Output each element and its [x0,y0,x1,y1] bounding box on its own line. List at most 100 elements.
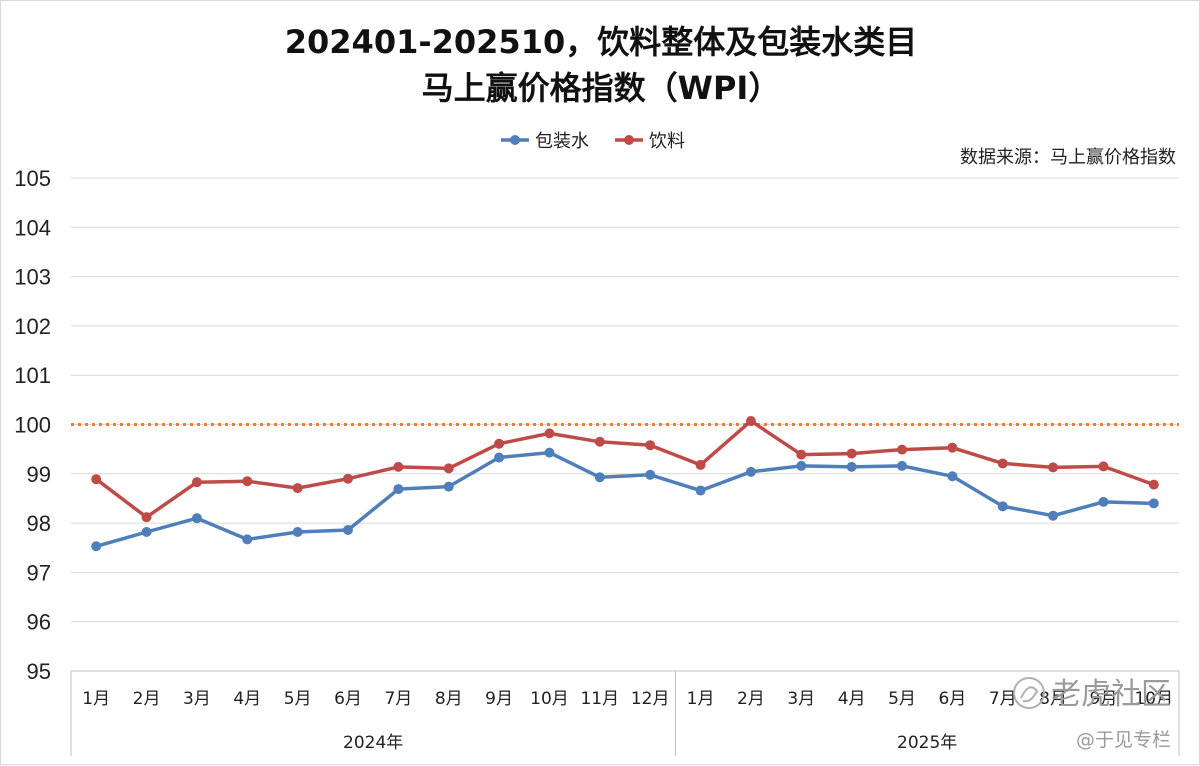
year-group-label: 2025年 [897,733,957,753]
data-point [796,460,807,471]
data-point [1148,498,1159,509]
data-point [191,513,202,524]
y-tick-label: 102 [14,314,51,339]
data-point [745,416,756,427]
data-point [796,449,807,460]
x-tick-label: 4月 [233,689,261,709]
data-point [897,444,907,455]
x-tick-label: 5月 [284,689,312,709]
data-point [897,460,907,471]
data-point [846,448,857,459]
data-point [494,452,505,463]
watermark-community: 老虎社区 [1051,677,1171,712]
data-point [947,471,958,482]
data-point [91,474,102,485]
x-tick-label: 2月 [737,689,765,709]
data-point [494,438,505,449]
y-tick-label: 100 [14,413,51,438]
data-point [997,501,1008,512]
legend-label: 饮料 [649,131,685,152]
data-point [846,461,857,472]
y-tick-label: 96 [27,610,51,635]
data-point [443,481,454,492]
data-point [292,483,303,494]
legend-item-0: 包装水 [501,131,589,152]
data-point [594,436,605,447]
x-axis: 1月 2月 3月 4月 5月 6月 7月 8月 9月 10月 11月 12月 1月 2月 3月 4月 5月 6月 7… [70,670,1180,756]
watermark-author: @于见专栏 [1076,729,1171,751]
y-tick-label: 103 [14,265,51,290]
data-point [343,525,353,536]
data-point [242,534,253,545]
x-tick-label: 4月 [838,689,866,709]
x-tick-label: 8月 [1039,689,1067,709]
watermark-logo-icon [1013,677,1045,709]
data-point [292,526,303,537]
data-point [947,442,958,453]
data-point [594,472,605,483]
data-point [242,476,253,487]
data-point [1048,462,1059,473]
x-tick-label: 7月 [989,689,1017,709]
x-tick-label: 9月 [485,689,513,709]
x-tick-label: 1月 [687,689,715,709]
data-point [141,526,152,537]
y-tick-label: 105 [14,166,51,191]
legend-label: 包装水 [535,131,589,152]
data-source-note: 数据来源：马上赢价格指数 [960,146,1176,168]
x-tick-label: 8月 [435,689,463,709]
chart-title-line-2: 马上赢价格指数（WPI） [422,69,781,107]
y-tick-label: 99 [27,462,51,487]
y-axis: 95 96 97 98 99 100 101 102 103 104 105 [14,166,51,684]
data-point [645,440,656,451]
y-tick-label: 97 [27,560,51,585]
x-tick-label: 10月 [1134,689,1173,709]
data-point [695,485,706,496]
x-tick-label: 3月 [787,689,815,709]
data-point [645,469,656,480]
x-tick-label: 2月 [133,689,161,709]
x-tick-label: 10月 [530,689,569,709]
data-point [393,461,404,472]
y-tick-label: 104 [14,215,51,240]
chart-title-line-1: 202401-202510，饮料整体及包装水类目 [285,23,917,61]
data-point [191,477,202,488]
series-line [95,450,1154,548]
data-point [91,541,102,552]
data-point [393,484,404,495]
legend-swatch-marker [624,135,634,145]
x-tick-label: 9月 [1090,689,1118,709]
data-point [544,447,555,458]
data-point [141,512,152,523]
y-tick-label: 95 [27,659,51,684]
legend-item-1: 饮料 [615,131,685,152]
data-point [695,459,706,470]
x-tick-label: 1月 [82,689,110,709]
series-group [91,416,1159,552]
watermark: 老虎社区 @于见专栏 [1013,677,1171,751]
data-point [997,458,1008,469]
year-group-label: 2024年 [343,733,403,753]
data-point [1098,461,1109,472]
x-tick-label: 3月 [183,689,211,709]
x-tick-label: 6月 [938,689,966,709]
x-tick-label: 7月 [384,689,412,709]
series-0 [91,447,1159,552]
data-point [1098,496,1109,507]
y-tick-label: 98 [27,511,51,536]
x-tick-label: 6月 [334,689,362,709]
x-tick-label: 5月 [888,689,916,709]
data-point [544,428,555,439]
x-tick-label: 12月 [631,689,670,709]
data-point [1048,510,1059,521]
data-point [1148,479,1159,490]
y-tick-label: 101 [14,363,51,388]
data-point [443,463,454,474]
series-line [95,419,1155,519]
legend-swatch-marker [510,135,520,145]
data-point [745,466,756,477]
chart-title: 202401-202510，饮料整体及包装水类目 马上赢价格指数（WPI） [285,23,917,107]
chart-legend: 包装水 饮料 [501,131,685,152]
